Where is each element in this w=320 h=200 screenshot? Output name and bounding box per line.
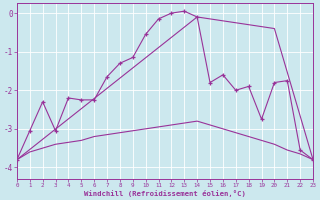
X-axis label: Windchill (Refroidissement éolien,°C): Windchill (Refroidissement éolien,°C)	[84, 190, 246, 197]
